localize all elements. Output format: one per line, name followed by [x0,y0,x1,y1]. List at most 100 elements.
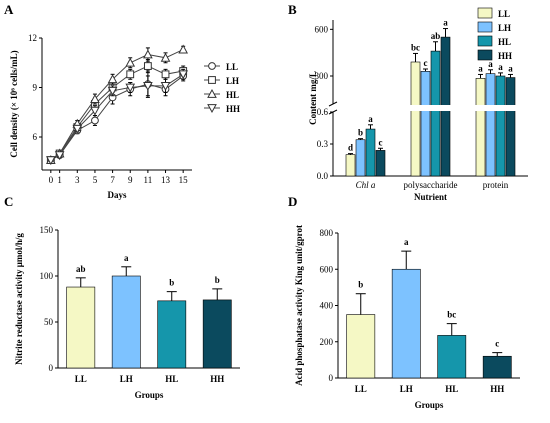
d-y-tick-label: 400 [320,301,334,311]
b-bar-hh [375,150,386,177]
panel-b-letter: B [288,2,297,17]
b-y-axis-label: Content mg/L [308,71,318,125]
a-x-tick-label: 15 [179,175,189,185]
a-series-line-lh [50,65,184,161]
d-bar-hh [482,355,512,379]
b-legend-swatch-lh [477,21,493,33]
a-point-hh [107,86,118,96]
a-point-ll [91,116,99,125]
b-bar-break-gap [420,105,431,111]
b-legend-swatch-ll [477,7,493,19]
a-point-lh [161,70,170,79]
b-bar-break-gap [430,105,441,111]
a-series-line-hl [50,49,184,161]
b-x-tick-label: polysaccharide [404,180,458,190]
a-point-hl [178,44,189,54]
c-x-tick-label: HL [165,374,178,384]
c-significance-letter: ab [76,264,86,274]
d-bar-lh [391,268,421,379]
b-legend-label: LL [498,9,510,19]
a-legend-marker-lh [208,76,216,84]
b-bar-hh [505,77,516,177]
panel-c-bar-chart: 0 50 100 150 ab LL a LH b HL b HH Groups Nitrite redu… [14,225,240,400]
b-significance-letter: a [488,59,493,69]
d-x-axis-label: Groups [415,400,444,410]
a-point-hl [125,57,136,67]
c-x-tick-label: HH [210,374,224,384]
c-bar-lh [111,275,141,369]
d-significance-letter: b [358,280,363,290]
b-bar-break-gap [505,105,516,111]
b-x-axis-label: Nutrient [414,192,447,202]
b-bar-lh [485,73,496,177]
panel-d-letter: D [288,194,297,209]
b-bar-hl [365,128,376,177]
panel-c-letter: C [4,194,13,209]
b-significance-letter: a [478,63,483,73]
d-bar-hl [437,335,467,379]
b-bar-break-gap [440,105,451,111]
b-significance-letter: a [443,18,448,28]
c-significance-letter: a [124,253,129,263]
a-x-tick-label: 11 [144,175,153,185]
c-significance-letter: b [215,275,220,285]
a-x-tick-label: 9 [128,175,133,185]
a-x-tick-label: 0 [49,175,54,185]
b-significance-letter: c [424,58,428,68]
b-significance-letter: bc [411,42,420,52]
a-point-lh [143,62,152,70]
d-significance-letter: c [495,339,499,349]
b-y-tick-label: 0.3 [317,139,329,149]
b-significance-letter: a [368,114,373,124]
b-y-tick-label: 0.0 [317,171,329,181]
b-y-tick-label: 300 [315,71,329,81]
d-x-tick-label: LH [400,384,413,394]
a-x-tick-label: 5 [93,175,98,185]
c-x-tick-label: LH [120,374,133,384]
b-significance-letter: b [358,128,363,138]
d-significance-letter: a [404,237,409,247]
c-bar-hl [157,300,187,369]
b-significance-letter: d [348,143,353,153]
a-point-lh [126,70,135,79]
c-y-tick-label: 150 [40,225,54,235]
a-point-hh [54,151,65,161]
d-bar-ll [346,314,376,379]
a-x-axis-label: Days [107,190,126,200]
panel-a-letter: A [4,2,14,17]
a-legend-marker-ll [208,62,216,70]
d-significance-letter: bc [447,310,456,320]
d-x-tick-label: HH [490,384,504,394]
a-legend-marker-hh [207,104,217,114]
b-bar-break-gap [495,105,506,111]
a-legend-label: LL [226,62,238,72]
a-legend-label: HL [226,90,239,100]
b-axis-break-mark [328,101,338,107]
a-point-hh [72,124,83,134]
c-y-tick-label: 50 [44,317,54,327]
c-y-tick-label: 100 [40,271,54,281]
b-bar-break-gap [475,105,486,111]
b-bar-hl [430,50,441,177]
b-significance-letter: ab [431,31,441,41]
b-significance-letter: a [508,63,513,73]
c-y-tick-label: 0 [49,363,54,373]
panel-d-bar-chart: 0 200 400 600 800 b LL a LH bc HL c HH Groups Acid pho… [294,225,520,410]
a-x-tick-label: 3 [75,175,80,185]
b-legend-swatch-hl [477,35,493,47]
b-significance-letter: c [379,137,383,147]
a-legend-label: LH [226,76,239,86]
b-y-tick-label: 600 [315,24,329,34]
b-legend-label: HH [498,51,512,61]
b-bar-break-gap [410,105,421,111]
b-y-tick-label: 0.6 [317,107,329,117]
b-x-tick-label: protein [483,180,509,190]
d-y-tick-label: 200 [320,337,334,347]
a-point-hh [160,81,171,91]
d-y-axis-label: Acid phosphatase activity King unit/gpro… [294,225,304,386]
c-y-axis-label: Nitrite reductase activity μmol/h/g [14,233,24,365]
d-x-tick-label: HL [445,384,458,394]
a-point-hh [178,70,189,80]
c-x-tick-label: LL [75,374,87,384]
